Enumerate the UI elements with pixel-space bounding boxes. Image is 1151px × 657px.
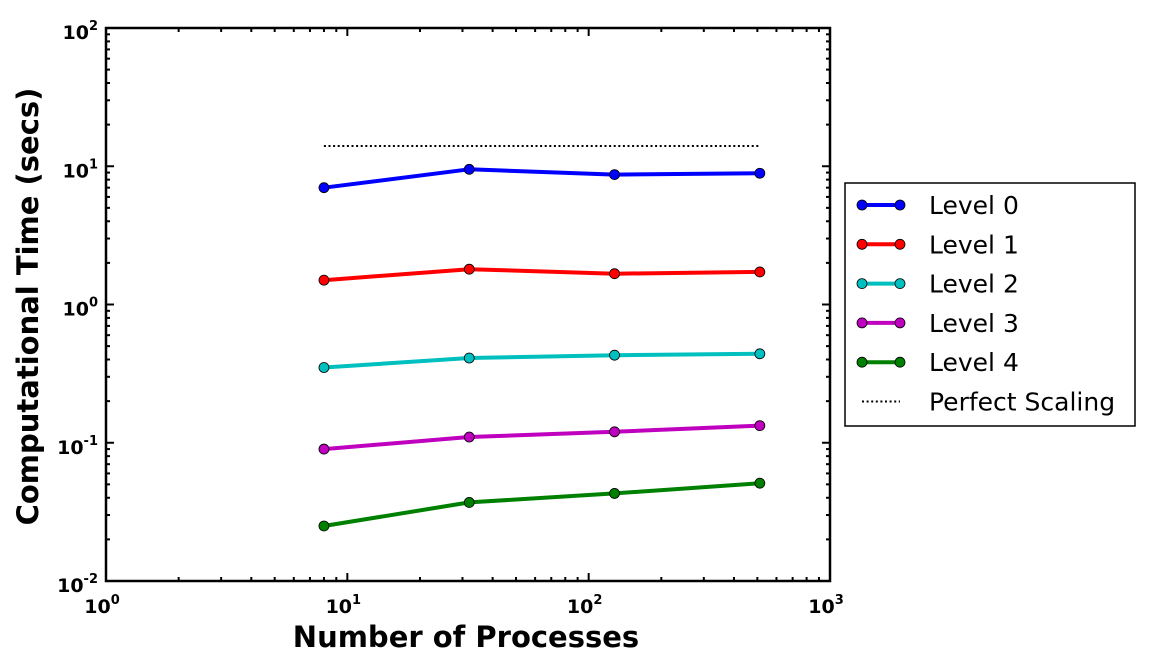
legend-entry-level-3: Level 3	[856, 309, 1019, 338]
data-point	[754, 348, 766, 360]
legend-marker	[856, 238, 868, 250]
y-tick-label: 10-2	[57, 572, 98, 597]
legend-marker	[894, 317, 906, 329]
series-line	[323, 481, 760, 528]
series-line	[323, 351, 760, 370]
data-point	[609, 268, 620, 280]
plot-area	[318, 145, 766, 532]
legend-entry-level-1: Level 1	[856, 230, 1019, 259]
legend-label: Perfect Scaling	[929, 388, 1115, 417]
series-level-1	[318, 263, 766, 286]
legend-entry-level-0: Level 0	[856, 191, 1019, 220]
x-tick-label: 100	[84, 593, 120, 618]
series-line	[323, 167, 760, 190]
x-tick-label: 101	[326, 593, 362, 618]
data-point	[463, 352, 475, 364]
legend-marker	[894, 356, 906, 368]
data-point	[463, 163, 475, 175]
y-tick-label: 100	[63, 296, 99, 321]
legend-label: Level 4	[929, 348, 1019, 377]
legend-entry-perfect-scaling: Perfect Scaling	[862, 388, 1115, 417]
legend-label: Level 0	[929, 191, 1019, 220]
legend-marker	[856, 356, 868, 368]
series-level-3	[318, 420, 766, 455]
legend-label: Level 2	[929, 270, 1019, 299]
series-level-4	[318, 477, 766, 532]
legend-marker	[894, 238, 906, 250]
y-tick-label: 10-1	[57, 434, 98, 459]
legend-marker	[856, 199, 868, 211]
y-tick-label: 101	[63, 157, 99, 182]
data-point	[318, 520, 330, 532]
legend: Level 0 Level 1 Level 2 Level 3 Level 4 Perfe…	[844, 182, 1136, 427]
x-axis-title: Number of Processes	[293, 620, 639, 654]
data-point	[754, 167, 766, 179]
series-level-2	[318, 348, 766, 373]
data-point	[754, 420, 766, 432]
legend-marker	[856, 317, 868, 329]
x-tick-label: 103	[808, 593, 844, 618]
data-point	[318, 182, 330, 194]
data-point	[318, 443, 330, 455]
data-point	[463, 497, 475, 508]
data-point	[318, 274, 330, 286]
legend-label: Level 3	[929, 309, 1019, 338]
data-point	[609, 169, 620, 181]
data-point	[463, 431, 475, 443]
legend-entry-level-2: Level 2	[856, 270, 1019, 299]
legend-marker	[856, 278, 868, 290]
x-tick-label: 102	[567, 593, 603, 618]
data-point	[609, 426, 620, 438]
data-point	[609, 349, 620, 361]
data-point	[463, 263, 475, 275]
y-tick-label: 102	[63, 19, 99, 44]
data-point	[609, 488, 620, 499]
data-point	[318, 362, 330, 373]
data-point	[754, 477, 766, 489]
legend-marker	[894, 278, 906, 290]
data-point	[754, 266, 766, 278]
legend-box	[844, 182, 1136, 427]
legend-label: Level 1	[929, 230, 1019, 259]
series-line	[323, 267, 760, 283]
legend-marker	[894, 199, 906, 211]
y-axis-title: Computational Time (secs)	[11, 88, 45, 526]
series-level-0	[318, 163, 766, 194]
legend-entry-level-4: Level 4	[856, 348, 1019, 377]
series-line	[323, 423, 760, 452]
